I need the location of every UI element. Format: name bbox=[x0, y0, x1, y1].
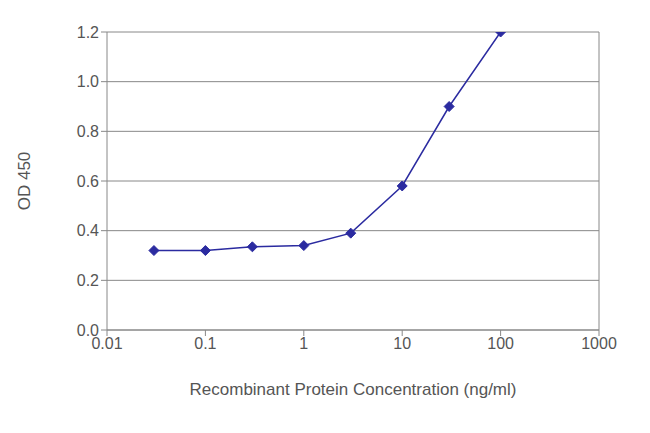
svg-text:0.0: 0.0 bbox=[77, 322, 99, 339]
svg-text:1.0: 1.0 bbox=[77, 73, 99, 90]
svg-text:0.6: 0.6 bbox=[77, 173, 99, 190]
svg-text:OD 450: OD 450 bbox=[15, 152, 34, 211]
svg-text:0.1: 0.1 bbox=[194, 335, 216, 352]
svg-text:10: 10 bbox=[393, 335, 411, 352]
svg-text:1.2: 1.2 bbox=[77, 24, 99, 41]
svg-text:1000: 1000 bbox=[581, 335, 617, 352]
svg-text:Recombinant Protein Concentrat: Recombinant Protein Concentration (ng/ml… bbox=[190, 380, 517, 399]
svg-text:0.8: 0.8 bbox=[77, 123, 99, 140]
svg-text:100: 100 bbox=[487, 335, 514, 352]
svg-text:0.01: 0.01 bbox=[91, 335, 123, 353]
svg-text:0.2: 0.2 bbox=[77, 272, 99, 289]
svg-text:0.4: 0.4 bbox=[77, 222, 99, 239]
svg-text:1: 1 bbox=[299, 335, 308, 352]
